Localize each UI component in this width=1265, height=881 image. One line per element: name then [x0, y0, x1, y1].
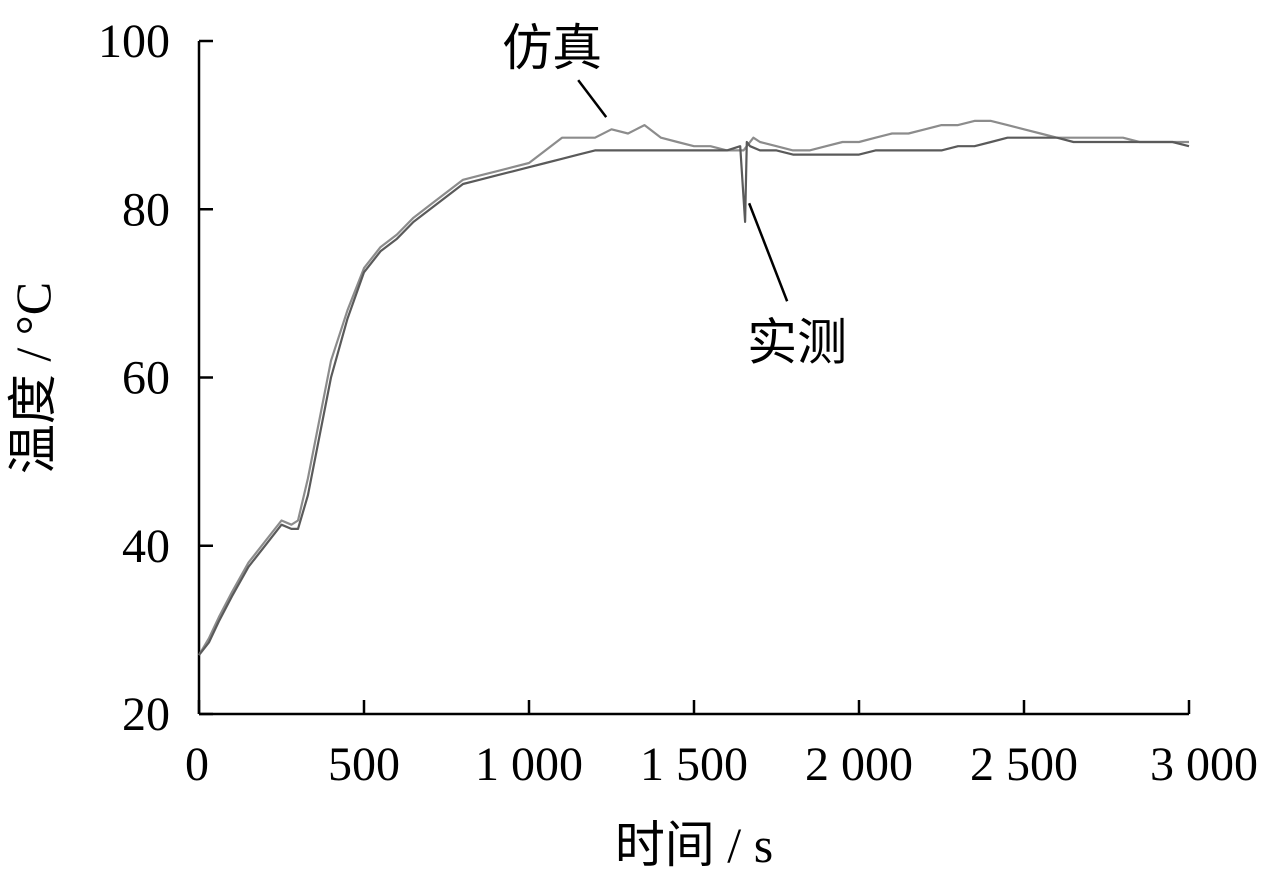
y-axis: 20 40 60 80 100	[98, 15, 213, 741]
y-tick-label: 60	[122, 352, 170, 405]
y-tick-label: 40	[122, 520, 170, 573]
x-tick-label: 500	[328, 738, 400, 791]
y-tick-label: 80	[122, 183, 170, 236]
x-axis: 0 500 1 000 1 500 2 000 2 500 3 000	[185, 700, 1258, 791]
x-tick-label: 3 000	[1150, 738, 1258, 791]
x-tick-label: 1 000	[475, 738, 583, 791]
x-ticks: 0 500 1 000 1 500 2 000 2 500 3 000	[185, 700, 1258, 791]
series-line-simulation	[198, 119, 1189, 656]
y-ticks: 20 40 60 80 100	[98, 15, 213, 741]
annotation-leader-simulation	[577, 79, 608, 118]
x-tick-label: 2 000	[805, 738, 913, 791]
y-tick-label: 20	[122, 688, 170, 741]
series-line-measured	[198, 136, 1190, 656]
y-axis-title: 温度 / °C	[5, 282, 61, 474]
y-tick-label: 100	[98, 15, 170, 68]
x-tick-label: 2 500	[970, 738, 1078, 791]
annotation-measured: 实测	[747, 314, 847, 370]
x-tick-label: 1 500	[640, 738, 748, 791]
x-tick-label: 0	[185, 738, 209, 791]
annotation-simulation: 仿真	[502, 20, 602, 76]
x-axis-title: 时间 / s	[615, 817, 773, 873]
series-layer	[198, 119, 1190, 656]
annotation-leader-measured	[747, 202, 789, 302]
